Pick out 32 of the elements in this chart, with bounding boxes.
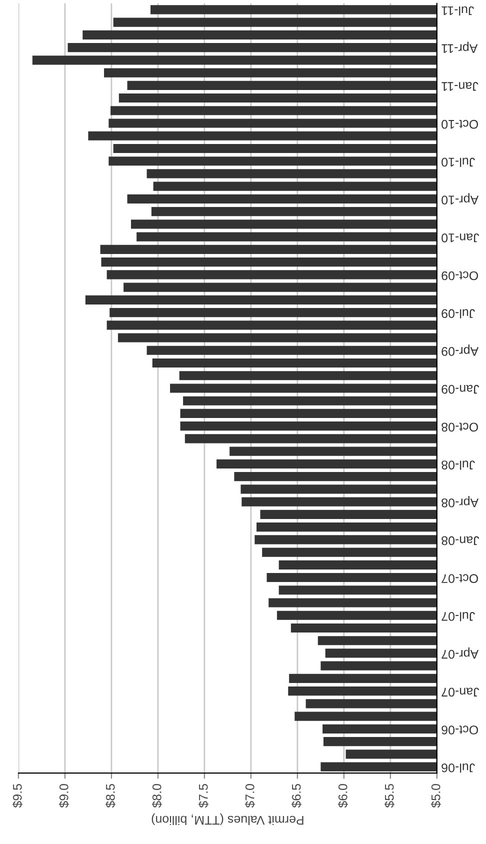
x-tick-label: $8.0 xyxy=(152,784,162,808)
y-tick-label: Jul-08 xyxy=(442,460,475,470)
y-tick-label: Apr-07 xyxy=(442,647,479,659)
y-tick-label: Oct-10 xyxy=(442,120,478,129)
x-tick-label: $8.5 xyxy=(105,784,116,808)
y-tick-label: Jan-10 xyxy=(442,233,480,242)
y-tick-label: Apr-10 xyxy=(442,193,479,204)
y-tick-label: Jul-10 xyxy=(442,158,475,167)
y-tick-label: Jan-11 xyxy=(442,82,478,91)
y-tick-label: Oct-08 xyxy=(442,422,478,432)
x-tick-label: $6.0 xyxy=(338,784,348,808)
x-tick-label: $9.5 xyxy=(12,784,23,808)
y-tick-label: Jan-07 xyxy=(442,688,480,697)
y-tick-label: Apr-11 xyxy=(442,42,478,53)
y-tick-label: Jan-09 xyxy=(442,384,480,394)
y-tick-label: Jul-09 xyxy=(442,309,475,318)
y-tick-label: Apr-08 xyxy=(442,496,479,508)
y-tick-label: Jul-07 xyxy=(442,612,475,622)
x-tick-label: $7.0 xyxy=(244,784,256,808)
y-tick-label: Jan-08 xyxy=(442,536,480,546)
y-tick-label: Oct-07 xyxy=(442,574,478,584)
x-tick-label: $5.0 xyxy=(430,784,442,808)
x-tick-label: $7.5 xyxy=(198,784,209,808)
y-tick-label: Apr-09 xyxy=(442,344,479,356)
x-tick-label: $9.0 xyxy=(58,784,70,808)
y-tick-label: Oct-09 xyxy=(442,271,478,280)
y-tick-label: Jul-06 xyxy=(442,763,475,773)
x-tick-label: $5.5 xyxy=(384,784,395,808)
y-tick-label: Oct-06 xyxy=(442,726,478,734)
y-tick-label: Jul-11 xyxy=(442,6,474,16)
x-axis-title: Permit Values (TTM, billion) xyxy=(152,813,304,826)
x-tick-label: $6.5 xyxy=(291,784,302,808)
